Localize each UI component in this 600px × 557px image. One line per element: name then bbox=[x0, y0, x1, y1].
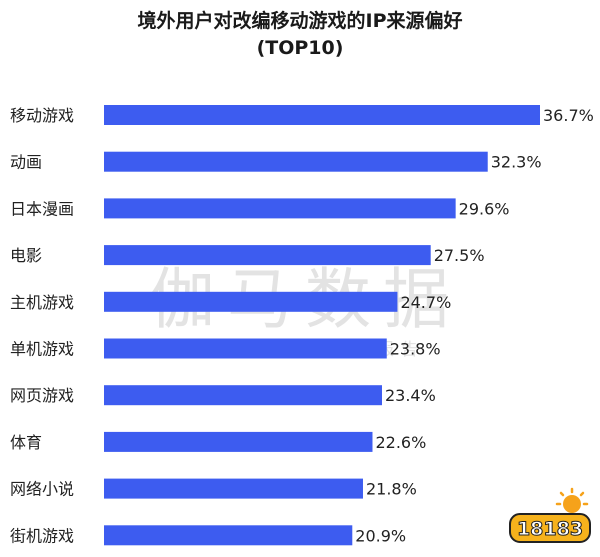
chart-subtitle: (TOP10) bbox=[256, 37, 344, 59]
bar bbox=[104, 151, 488, 172]
category-label: 体育 bbox=[10, 433, 42, 452]
bar bbox=[104, 478, 363, 499]
category-label: 网络小说 bbox=[10, 480, 74, 499]
data-label: 27.5% bbox=[434, 246, 485, 265]
logo-text: 18183 bbox=[517, 518, 583, 540]
category-label: 网页游戏 bbox=[10, 386, 74, 405]
data-label: 23.8% bbox=[390, 340, 441, 359]
sun-icon bbox=[555, 487, 589, 513]
bar bbox=[104, 431, 373, 452]
category-label: 单机游戏 bbox=[10, 340, 74, 359]
category-label: 动画 bbox=[10, 153, 42, 172]
category-label: 日本漫画 bbox=[10, 199, 74, 218]
bar bbox=[104, 525, 353, 546]
logo-plate bbox=[509, 513, 591, 543]
category-label: 主机游戏 bbox=[10, 293, 74, 312]
category-label: 移动游戏 bbox=[10, 106, 74, 125]
data-label: 32.3% bbox=[491, 153, 542, 172]
bar bbox=[104, 245, 431, 266]
data-label: 20.9% bbox=[355, 526, 406, 545]
data-label: 29.6% bbox=[459, 199, 510, 218]
data-label: 36.7% bbox=[543, 106, 594, 125]
bar bbox=[104, 338, 387, 359]
site-logo-badge: 18183 bbox=[509, 487, 591, 543]
bar bbox=[104, 105, 540, 125]
data-label: 24.7% bbox=[400, 293, 451, 312]
data-label: 23.4% bbox=[385, 386, 436, 405]
chart-title-block: 境外用户对改编移动游戏的IP来源偏好 (TOP10) bbox=[0, 8, 600, 62]
data-label: 22.6% bbox=[375, 433, 426, 452]
bar bbox=[104, 291, 398, 312]
chart-title: 境外用户对改编移动游戏的IP来源偏好 bbox=[137, 10, 463, 32]
bar bbox=[104, 198, 456, 219]
bar bbox=[104, 385, 382, 406]
category-label: 电影 bbox=[10, 246, 42, 265]
data-label: 21.8% bbox=[366, 480, 417, 499]
category-label: 街机游戏 bbox=[10, 526, 74, 545]
